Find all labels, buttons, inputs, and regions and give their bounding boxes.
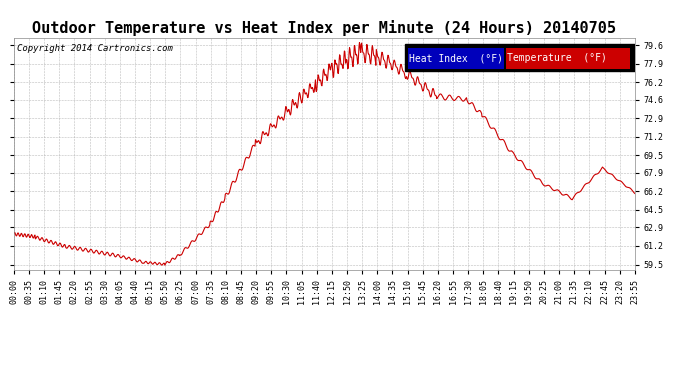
Title: Outdoor Temperature vs Heat Index per Minute (24 Hours) 20140705: Outdoor Temperature vs Heat Index per Mi… (32, 20, 616, 36)
Text: Temperature  (°F): Temperature (°F) (508, 53, 607, 63)
FancyBboxPatch shape (405, 45, 635, 71)
FancyBboxPatch shape (408, 48, 504, 69)
Text: Copyright 2014 Cartronics.com: Copyright 2014 Cartronics.com (17, 45, 172, 54)
Text: Heat Index  (°F): Heat Index (°F) (409, 53, 504, 63)
FancyBboxPatch shape (506, 48, 631, 69)
